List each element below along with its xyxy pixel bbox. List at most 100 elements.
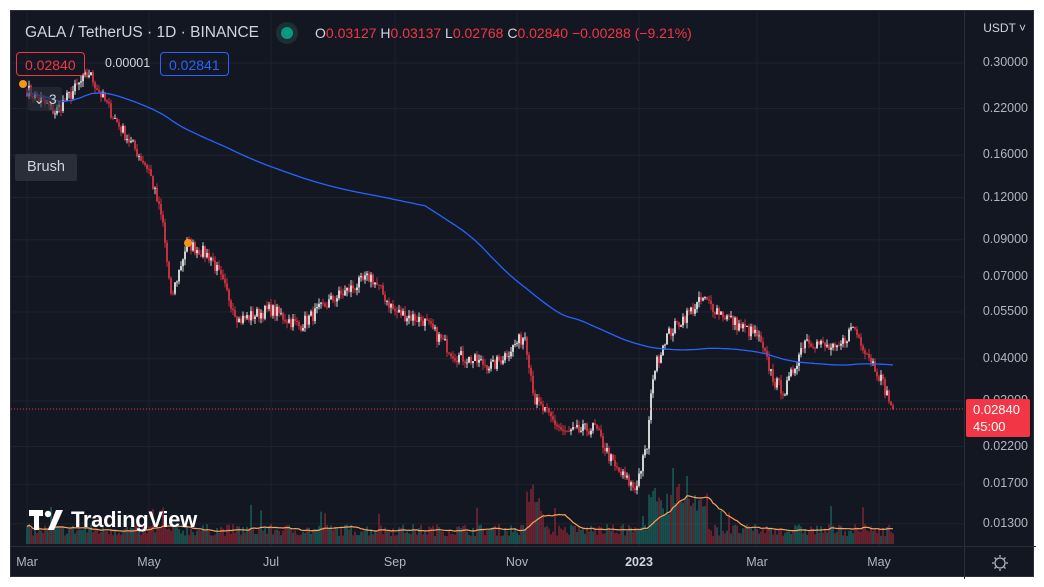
- candle-body: [794, 368, 796, 374]
- candle-body: [554, 419, 556, 425]
- tradingview-logo[interactable]: TradingView: [29, 507, 197, 533]
- candle-body: [364, 275, 366, 280]
- candle-body: [586, 423, 588, 432]
- candle-body: [418, 316, 420, 322]
- symbol-title[interactable]: GALA / TetherUS · 1D · BINANCE: [25, 24, 260, 41]
- volume-bar: [62, 526, 64, 544]
- volume-bar: [778, 529, 780, 544]
- candle-body: [266, 305, 268, 309]
- candle-body: [548, 407, 550, 413]
- candle-body: [858, 334, 860, 338]
- candle-body: [522, 338, 524, 345]
- volume-bar: [420, 524, 422, 544]
- candle-body: [250, 311, 252, 321]
- candle-body: [622, 471, 624, 476]
- candle-body: [706, 297, 708, 300]
- candle-body: [76, 83, 78, 85]
- volume-bar: [424, 530, 426, 544]
- time-tick: Nov: [505, 555, 529, 569]
- volume-bar: [632, 531, 634, 544]
- volume-bar: [68, 529, 70, 544]
- currency-selector[interactable]: USDT ˅: [983, 21, 1026, 35]
- candle-body: [696, 302, 698, 310]
- candle-body: [454, 358, 456, 361]
- time-tick: Jul: [263, 555, 279, 569]
- candle-body: [524, 337, 526, 339]
- candle-body: [302, 328, 304, 331]
- candle-body: [730, 315, 732, 317]
- candle-body: [620, 471, 622, 476]
- volume-bar: [378, 513, 380, 544]
- candle-body: [396, 311, 398, 313]
- volume-bar: [190, 528, 192, 544]
- candle-body: [200, 254, 202, 257]
- candle-body: [424, 318, 426, 326]
- candle-body: [876, 371, 878, 377]
- candle-body: [64, 100, 66, 102]
- volume-bar: [376, 532, 378, 544]
- currency-label: USDT: [983, 21, 1016, 35]
- candle-body: [178, 269, 180, 282]
- candle-body: [646, 448, 648, 450]
- volume-bar: [716, 527, 718, 544]
- volume-bar: [816, 525, 818, 544]
- candle-body: [664, 344, 666, 346]
- candle-body: [660, 355, 662, 363]
- candle-body: [184, 251, 186, 260]
- chart-settings-button[interactable]: [964, 546, 1036, 579]
- price-tick: 0.02200: [982, 438, 1028, 453]
- volume-bar: [794, 524, 796, 544]
- volume-bar: [574, 525, 576, 544]
- measure-price-b[interactable]: 0.02841: [160, 52, 229, 76]
- volume-bar: [316, 529, 318, 544]
- volume-bar: [772, 534, 774, 544]
- candle-body: [784, 394, 786, 396]
- volume-bar: [602, 533, 604, 544]
- volume-bar: [870, 526, 872, 544]
- volume-bar: [732, 525, 734, 544]
- volume-bar: [698, 500, 700, 544]
- candle-body: [644, 449, 646, 456]
- indicators-collapse-button[interactable]: ⌄ 3: [28, 87, 62, 111]
- candle-body: [116, 118, 118, 123]
- volume-bar: [374, 531, 376, 544]
- candle-body: [616, 466, 618, 468]
- candle-body: [836, 345, 838, 348]
- volume-bar: [886, 526, 888, 544]
- volume-bar: [410, 534, 412, 544]
- candle-body: [108, 101, 110, 104]
- price-tick: 0.01700: [982, 476, 1028, 491]
- candle-body: [216, 264, 218, 271]
- volume-bar: [834, 533, 836, 544]
- volume-bar: [666, 493, 668, 544]
- candle-body: [462, 351, 464, 362]
- volume-bar: [858, 531, 860, 544]
- candle-body: [848, 329, 850, 342]
- volume-bar: [730, 533, 732, 544]
- candle-body: [658, 356, 660, 363]
- measure-price-a[interactable]: 0.02840: [16, 52, 85, 76]
- candle-body: [694, 309, 696, 314]
- candle-body: [600, 429, 602, 437]
- candle-body: [692, 307, 694, 314]
- drawing-anchor-point: [184, 239, 192, 248]
- candle-body: [718, 308, 720, 315]
- close-label: C: [507, 25, 518, 41]
- indicator-count: 3: [48, 91, 57, 107]
- candle-body: [256, 308, 258, 317]
- candle-body: [126, 139, 128, 141]
- candle-body: [408, 315, 410, 319]
- candle-body: [536, 397, 538, 405]
- volume-ma-line: [26, 495, 893, 532]
- volume-bar: [172, 525, 174, 544]
- candle-body: [254, 316, 256, 319]
- price-axis[interactable]: USDT ˅ 0.30000 0.22000 0.16000 0.12000 0.090…: [964, 11, 1036, 546]
- candle-body: [122, 125, 124, 133]
- volume-bar: [768, 527, 770, 544]
- candle-body: [194, 242, 196, 254]
- candle-body: [850, 327, 852, 330]
- time-axis[interactable]: Mar May Jul Sep Nov 2023 Mar May: [11, 546, 963, 579]
- volume-bar: [194, 535, 196, 544]
- price-chart-pane[interactable]: [11, 11, 963, 546]
- volume-bar: [340, 526, 342, 544]
